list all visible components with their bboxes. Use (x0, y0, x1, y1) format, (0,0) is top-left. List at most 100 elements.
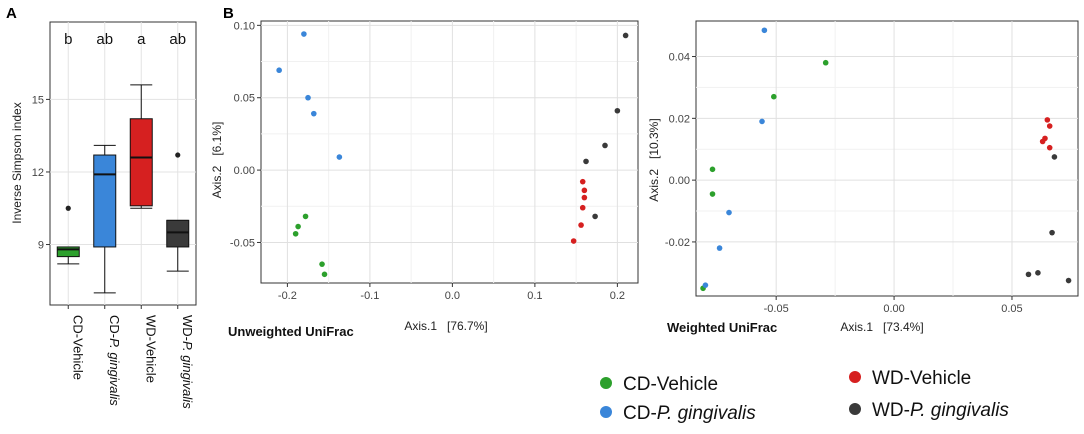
y-tick-label: 12 (32, 167, 44, 179)
boxplot-y-ticks: 9 12 15 (32, 94, 50, 252)
outlier-point (175, 152, 181, 158)
data-point (276, 67, 282, 74)
legend-name: Vehicle (657, 374, 718, 395)
legend-label: CD-Vehicle (623, 374, 718, 395)
y-tick-label: 0.02 (669, 113, 690, 125)
significance-letter: a (137, 31, 146, 48)
unweighted-y-label: Axis.2 [6.1%] (210, 122, 224, 199)
data-point (709, 191, 716, 197)
category-prefix: CD- (70, 315, 85, 338)
outlier-point (65, 205, 71, 211)
weighted-y-label: Axis.2 [10.3%] (647, 118, 661, 201)
weighted-plot-frame (695, 20, 1079, 297)
data-point (761, 27, 768, 34)
data-point (1039, 138, 1046, 145)
significance-letters: b ab a ab (64, 31, 186, 48)
data-point (602, 142, 608, 149)
weighted-metric-title: Weighted UniFrac (667, 320, 777, 335)
category-label: WD-P. gingivalis (180, 315, 195, 409)
significance-letter: ab (169, 31, 186, 48)
x-tick-label: -0.05 (764, 303, 789, 315)
weighted-x-label: Axis.1 [73.4%] (840, 320, 923, 334)
box-2 (93, 144, 117, 294)
data-point (622, 32, 629, 39)
category-name: P. gingivalis (107, 338, 122, 406)
x-tick-label: -0.1 (360, 290, 379, 302)
data-point (301, 31, 307, 37)
data-point (1065, 277, 1072, 284)
weighted-points (700, 27, 1072, 292)
data-point (295, 223, 301, 230)
x-tick-label: 0.00 (883, 303, 904, 315)
data-point (321, 271, 328, 278)
box-4 (166, 152, 190, 272)
legend-swatch (600, 377, 612, 389)
data-point (759, 118, 765, 125)
data-point (614, 107, 621, 114)
data-point (581, 187, 588, 194)
data-point (336, 154, 343, 160)
data-point (1046, 123, 1053, 129)
data-point (581, 194, 588, 201)
weighted-unifrac-panel: -0.05 0.00 0.05 -0.02 0.00 0.02 0.04 Axis.1 [7… (647, 20, 1079, 335)
box-body (93, 154, 117, 248)
boxplot-boxes (56, 84, 190, 294)
legend-label: WD-P. gingivalis (872, 400, 1009, 421)
legend-label: CD-P. gingivalis (623, 403, 756, 424)
legend-label: WD-Vehicle (872, 368, 971, 389)
legend-name: P. gingivalis (910, 400, 1009, 421)
data-point (1035, 270, 1041, 276)
y-tick-label: 15 (32, 94, 44, 106)
legend-item: CD-P. gingivalis (600, 403, 756, 424)
data-point (302, 213, 309, 220)
box-body (129, 118, 153, 207)
unweighted-grid (261, 21, 638, 283)
legend-item: WD-Vehicle (849, 368, 971, 389)
x-tick-label: 0.1 (527, 290, 542, 302)
panel-label-a: A (6, 5, 17, 22)
category-name: P. gingivalis (180, 341, 195, 409)
legend-prefix: WD- (872, 368, 910, 389)
category-name: Vehicle (70, 338, 85, 380)
category-prefix: WD- (180, 315, 195, 341)
legend-item: CD-Vehicle (600, 374, 718, 395)
category-prefix: CD- (107, 315, 122, 338)
category-name: Vehicle (143, 341, 158, 383)
data-point (726, 209, 732, 216)
category-label: CD-P. gingivalis (107, 315, 122, 406)
x-tick-label: 0.2 (610, 290, 625, 302)
legend-prefix: CD- (623, 403, 657, 424)
data-point (305, 94, 311, 101)
legend-name: P. gingivalis (657, 403, 756, 424)
data-point (310, 110, 317, 117)
y-tick-label: 0.10 (234, 20, 255, 32)
data-point (579, 178, 586, 185)
unweighted-points (276, 31, 629, 278)
data-point (592, 213, 598, 220)
unweighted-plot-frame (260, 20, 639, 284)
data-point (1044, 117, 1051, 123)
box-body (56, 246, 80, 258)
legend-prefix: WD- (872, 400, 910, 421)
x-tick-label: 0.0 (445, 290, 460, 302)
y-tick-label: 0.05 (234, 93, 255, 105)
legend-name: Vehicle (910, 368, 971, 389)
unweighted-ticks: -0.2 -0.1 0.0 0.1 0.2 -0.05 0.00 0.05 0.10 (230, 20, 625, 302)
x-tick-label: 0.05 (1001, 303, 1022, 315)
data-point (709, 166, 716, 173)
panel-label-b: B (223, 5, 234, 22)
weighted-grid (696, 21, 1078, 296)
unweighted-x-label: Axis.1 [76.7%] (404, 319, 487, 333)
y-tick-label: 0.04 (669, 52, 690, 64)
x-tick-label: -0.2 (278, 290, 297, 302)
y-tick-label: 9 (38, 240, 44, 252)
box-1 (56, 205, 80, 265)
legend-swatch (849, 403, 861, 415)
data-point (570, 238, 577, 244)
data-point (579, 204, 586, 211)
significance-letter: b (64, 31, 72, 48)
